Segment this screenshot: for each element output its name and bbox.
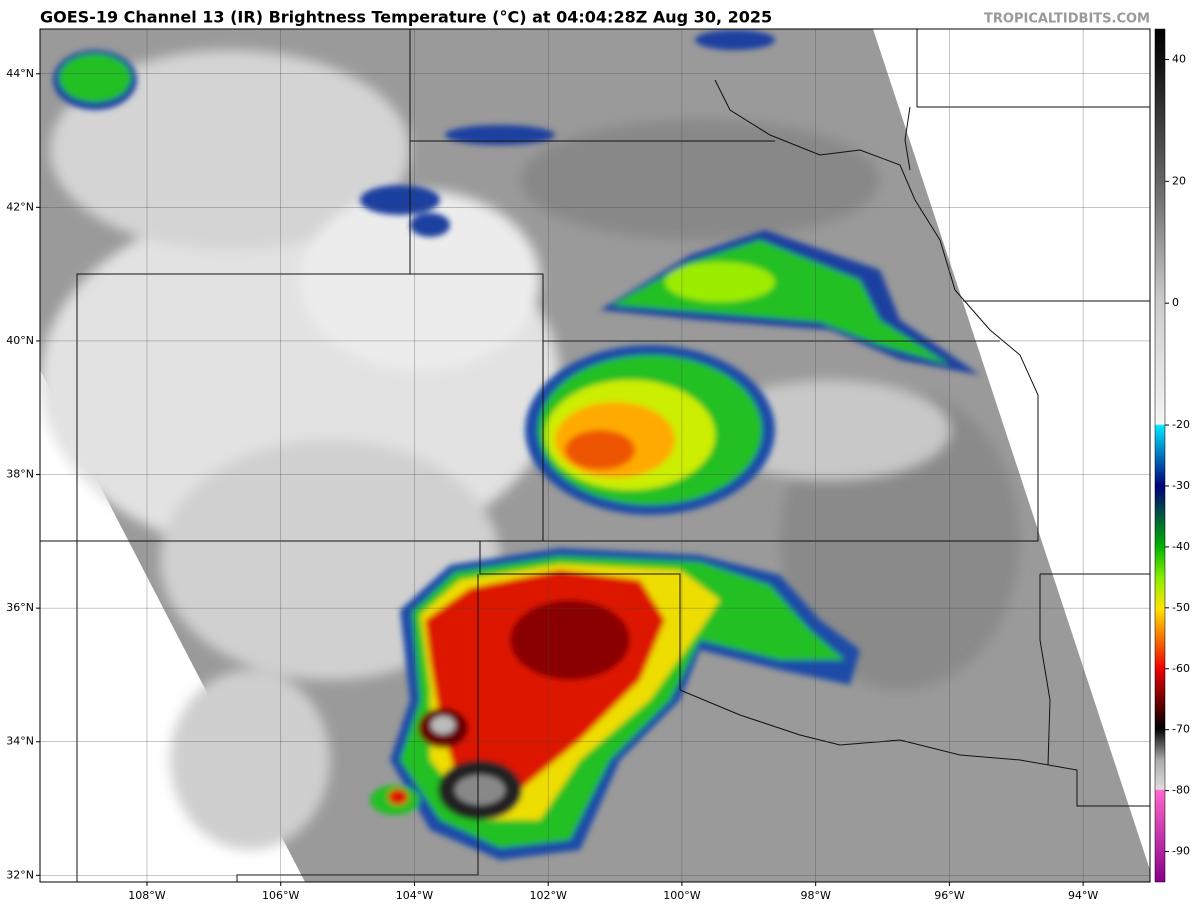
storms [53,30,980,860]
colorbar-tick-label: -50 [1172,601,1190,614]
colorbar-tick-label: -60 [1172,662,1190,675]
credit: TROPICALTIDBITS.COM [984,12,1150,27]
x-tick-label: 104°W [396,889,433,902]
y-tick-label: 44°N [6,67,34,80]
cloud-field [40,50,1020,850]
colorbar [1154,28,1166,883]
y-tick-label: 42°N [6,200,34,213]
colorbar-tick-label: 0 [1172,296,1179,309]
map-frame [39,28,1151,883]
y-tick-label: 38°N [6,468,34,481]
axes: 108°W 106°W 104°W 102°W 100°W 98°W 96°W 94°W 44°… [6,52,1190,902]
x-tick-label: 96°W [934,889,964,902]
colorbar-tick-label: -20 [1172,418,1190,431]
imagery [40,29,1150,882]
y-tick-label: 36°N [6,601,34,614]
x-tick-label: 106°W [262,889,299,902]
y-tick-label: 40°N [6,334,34,347]
title: GOES-19 Channel 13 (IR) Brightness Tempe… [40,8,772,27]
colorbar-tick-label: 40 [1172,52,1186,65]
x-tick-label: 98°W [800,889,830,902]
colorbar-tick-label: 20 [1172,174,1186,187]
colorbar-tick-label: -70 [1172,723,1190,736]
x-tick-label: 100°W [663,889,700,902]
colorbar-tick-label: -80 [1172,784,1190,797]
colorbar-tick-label: -30 [1172,479,1190,492]
colorbar-tick-label: -40 [1172,540,1190,553]
boundaries [40,29,1150,882]
y-tick-label: 34°N [6,735,34,748]
x-tick-label: 102°W [530,889,567,902]
graticule [40,29,1150,882]
x-tick-label: 94°W [1068,889,1098,902]
colorbar-tick-label: -90 [1172,845,1190,858]
y-tick-label: 32°N [6,868,34,881]
x-tick-label: 108°W [128,889,165,902]
